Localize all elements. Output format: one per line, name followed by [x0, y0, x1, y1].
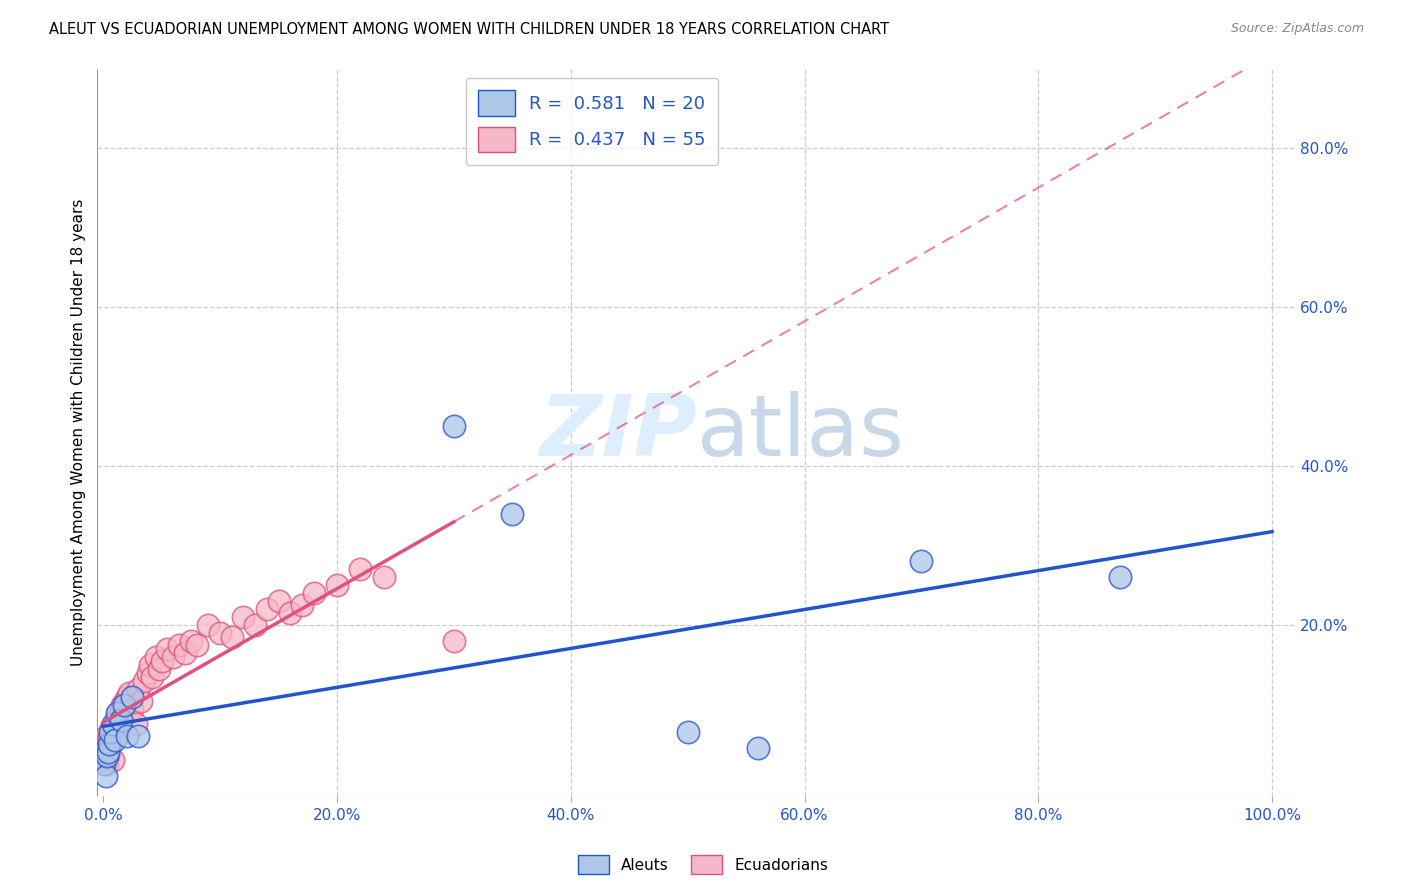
Point: [443, 634, 465, 648]
Point: [127, 681, 149, 696]
Point: [94, 745, 117, 759]
Point: [676, 725, 699, 739]
Point: [96, 749, 118, 764]
Point: [278, 606, 301, 620]
Point: [115, 690, 138, 704]
Point: [443, 419, 465, 434]
Point: [267, 594, 290, 608]
Point: [180, 634, 202, 648]
Point: [167, 638, 190, 652]
Point: [139, 657, 162, 672]
Point: [110, 701, 132, 715]
Point: [112, 698, 135, 712]
Legend: R =  0.581   N = 20, R =  0.437   N = 55: R = 0.581 N = 20, R = 0.437 N = 55: [465, 78, 718, 165]
Point: [98, 737, 121, 751]
Point: [747, 741, 769, 756]
Point: [94, 769, 117, 783]
Point: [150, 654, 173, 668]
Point: [93, 757, 115, 772]
Point: [110, 714, 132, 728]
Point: [302, 586, 325, 600]
Point: [101, 753, 124, 767]
Point: [221, 630, 243, 644]
Text: atlas: atlas: [696, 391, 904, 474]
Point: [100, 722, 122, 736]
Point: [145, 649, 167, 664]
Point: [243, 618, 266, 632]
Point: [232, 610, 254, 624]
Point: [373, 570, 395, 584]
Point: [162, 649, 184, 664]
Point: [197, 618, 219, 632]
Point: [326, 578, 349, 592]
Point: [129, 693, 152, 707]
Point: [105, 706, 128, 720]
Point: [121, 701, 143, 715]
Point: [156, 641, 179, 656]
Point: [1109, 570, 1132, 584]
Point: [291, 598, 314, 612]
Y-axis label: Unemployment Among Women with Children Under 18 years: Unemployment Among Women with Children U…: [72, 199, 86, 666]
Point: [96, 757, 118, 772]
Point: [209, 626, 232, 640]
Point: [256, 602, 278, 616]
Point: [112, 709, 135, 723]
Point: [501, 507, 523, 521]
Point: [105, 714, 128, 728]
Point: [107, 706, 129, 720]
Point: [104, 733, 127, 747]
Point: [97, 749, 120, 764]
Point: [115, 730, 138, 744]
Point: [94, 730, 117, 744]
Point: [148, 662, 170, 676]
Point: [93, 737, 115, 751]
Point: [96, 741, 118, 756]
Point: [118, 685, 141, 699]
Text: ZIP: ZIP: [538, 391, 696, 474]
Point: [111, 698, 134, 712]
Point: [101, 717, 124, 731]
Legend: Aleuts, Ecuadorians: Aleuts, Ecuadorians: [572, 849, 834, 880]
Point: [98, 737, 121, 751]
Point: [125, 717, 148, 731]
Point: [136, 665, 159, 680]
Point: [104, 717, 127, 731]
Point: [93, 753, 115, 767]
Point: [114, 693, 136, 707]
Point: [121, 690, 143, 704]
Point: [103, 725, 125, 739]
Point: [141, 670, 163, 684]
Text: Source: ZipAtlas.com: Source: ZipAtlas.com: [1230, 22, 1364, 36]
Point: [98, 725, 121, 739]
Point: [186, 638, 208, 652]
Point: [132, 673, 155, 688]
Point: [105, 730, 128, 744]
Point: [127, 730, 149, 744]
Point: [174, 646, 197, 660]
Point: [910, 554, 932, 568]
Point: [349, 562, 371, 576]
Point: [98, 730, 121, 744]
Text: ALEUT VS ECUADORIAN UNEMPLOYMENT AMONG WOMEN WITH CHILDREN UNDER 18 YEARS CORREL: ALEUT VS ECUADORIAN UNEMPLOYMENT AMONG W…: [49, 22, 890, 37]
Point: [97, 745, 120, 759]
Point: [98, 745, 121, 759]
Point: [97, 733, 120, 747]
